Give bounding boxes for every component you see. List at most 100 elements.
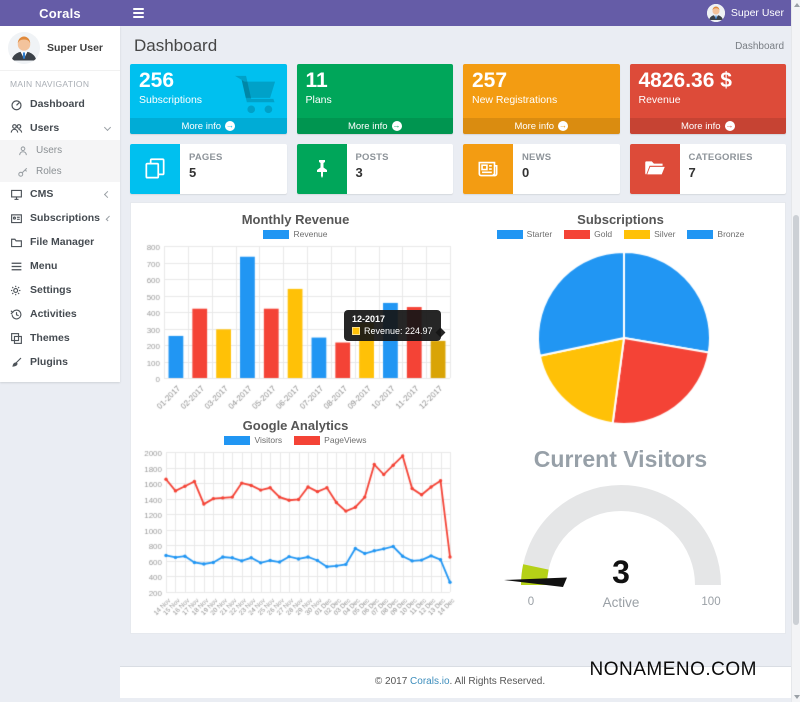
id-card-icon <box>11 213 22 223</box>
monthly-revenue-chart: Monthly Revenue Revenue 12-2017 Revenue:… <box>134 206 458 412</box>
sidebar-item-label: Roles <box>36 166 62 177</box>
legend-label: Visitors <box>254 435 283 445</box>
tooltip-swatch <box>352 327 360 335</box>
stat-box-row: 256 Subscriptions More info → 11 Plans M… <box>120 64 800 134</box>
legend-swatch <box>294 435 321 445</box>
sidebar-item-label: File Manager <box>30 236 95 248</box>
more-info-link[interactable]: More info → <box>130 118 287 134</box>
sidebar-item-menu[interactable]: Menu <box>0 254 120 278</box>
subscriptions-pie-chart: Subscriptions Starter Gold Silver Bronze <box>459 206 783 430</box>
stat-box-subscriptions: 256 Subscriptions More info → <box>130 64 287 134</box>
corals-io-link[interactable]: Corals.io <box>410 676 450 687</box>
sidebar: Super User MAIN NAVIGATION Dashboard Use… <box>0 26 120 382</box>
shopping-cart-icon <box>234 75 275 114</box>
navbar-username: Super User <box>730 7 784 19</box>
sidebar-item-label: Users <box>36 145 63 156</box>
scrollbar-down-arrow[interactable] <box>792 692 800 702</box>
page-scrollbar[interactable] <box>791 0 800 702</box>
sidebar-item-label: Subscriptions <box>30 212 101 224</box>
more-info-link[interactable]: More info → <box>629 118 786 134</box>
chart-legend: Starter Gold Silver Bronze <box>459 229 782 240</box>
sidebar-toggle-button[interactable] <box>129 4 148 22</box>
gauge-needle <box>503 577 567 587</box>
bars-icon <box>11 262 22 270</box>
sidebar-item-label: Settings <box>30 284 72 296</box>
gauge-chart[interactable]: 3 0 Active 100 <box>501 477 741 612</box>
sidebar-item-themes[interactable]: Themes <box>0 326 120 350</box>
arrow-circle-right-icon: → <box>558 121 569 131</box>
info-value: 7 <box>688 165 696 180</box>
folder-open-icon <box>644 161 665 175</box>
user-avatar-image <box>8 32 40 64</box>
sidebar-item-file-manager[interactable]: File Manager <box>0 230 120 254</box>
gauge-title: Current Visitors <box>533 446 708 472</box>
line-chart-canvas[interactable] <box>134 446 458 630</box>
info-box-row: PAGES 5 POSTS 3 NEWS 0 <box>120 144 800 194</box>
user-avatar-image <box>706 4 725 22</box>
navbar-user-menu[interactable]: Super User <box>706 4 800 22</box>
more-info-link[interactable]: More info → <box>463 118 620 134</box>
chart-title: Google Analytics <box>242 418 349 433</box>
info-box-news: NEWS 0 <box>463 144 620 194</box>
sidebar-username: Super User <box>47 42 104 54</box>
stat-box-new-registrations: 257 New Registrations More info → <box>463 64 620 134</box>
gauge-value: 3 <box>612 554 630 590</box>
stat-box-revenue: 4826.36 $ Revenue More info → <box>629 64 786 134</box>
chart-title: Subscriptions <box>577 212 664 227</box>
info-label: NEWS <box>522 152 552 163</box>
sidebar-section-label: MAIN NAVIGATION <box>10 79 90 89</box>
sidebar-item-subscriptions[interactable]: Subscriptions <box>0 206 120 230</box>
sidebar-user-panel[interactable]: Super User <box>0 26 120 71</box>
paint-brush-icon <box>12 357 22 367</box>
info-label: PAGES <box>189 152 223 163</box>
sidebar-item-settings[interactable]: Settings <box>0 278 120 302</box>
legend-swatch <box>496 229 523 239</box>
sidebar-item-label: Activities <box>30 308 77 320</box>
sidebar-item-users[interactable]: Users <box>0 116 120 140</box>
legend-swatch <box>263 229 290 239</box>
history-icon <box>10 309 22 319</box>
legend-label: Bronze <box>717 229 745 239</box>
user-icon <box>19 145 27 155</box>
gears-icon <box>10 285 21 295</box>
folder-icon <box>11 238 22 247</box>
stat-label: New Registrations <box>472 94 558 107</box>
sidebar-subitem-roles[interactable]: Roles <box>0 161 120 182</box>
avatar <box>8 32 40 64</box>
legend-swatch <box>564 229 591 239</box>
charts-left-column: Monthly Revenue Revenue 12-2017 Revenue:… <box>133 206 458 630</box>
watermark-text: NONAMENO.COM <box>589 659 757 680</box>
legend-swatch <box>687 229 714 239</box>
sidebar-item-dashboard[interactable]: Dashboard <box>0 92 120 116</box>
sidebar-item-cms[interactable]: CMS <box>0 182 120 206</box>
page-title: Dashboard <box>134 36 218 55</box>
info-label: CATEGORIES <box>688 152 753 163</box>
scrollbar-thumb[interactable] <box>793 215 799 625</box>
chevron-left-icon <box>103 190 112 198</box>
stat-value: 4826.36 $ <box>638 69 732 92</box>
sidebar-item-label: Menu <box>30 260 58 272</box>
key-icon <box>18 167 28 177</box>
info-value: 5 <box>189 165 197 180</box>
sidebar-menu: Dashboard Users Users Roles CMS Subscrip… <box>0 92 120 374</box>
sidebar-item-activities[interactable]: Activities <box>0 302 120 326</box>
scrollbar-up-arrow[interactable] <box>792 0 800 10</box>
stat-box-plans: 11 Plans More info → <box>296 64 453 134</box>
gauge-max: 100 <box>701 596 720 608</box>
info-box-categories: CATEGORIES 7 <box>629 144 786 194</box>
more-info-link[interactable]: More info → <box>296 118 453 134</box>
sidebar-subitem-users[interactable]: Users <box>0 140 120 161</box>
avatar <box>706 4 725 22</box>
legend-label: PageViews <box>324 435 367 445</box>
stat-label: Plans <box>305 94 332 107</box>
gauge-track <box>520 485 721 586</box>
info-value: 3 <box>355 165 363 180</box>
copyright-text: . All Rights Reserved. <box>449 676 546 687</box>
sidebar-item-plugins[interactable]: Plugins <box>0 350 120 374</box>
pie-chart-canvas[interactable] <box>459 240 783 430</box>
chevron-left-icon <box>105 215 112 221</box>
brand-logo[interactable]: Corals <box>39 5 81 21</box>
main-content: Dashboard Dashboard 256 Subscriptions Mo… <box>120 26 800 702</box>
breadcrumb[interactable]: Dashboard <box>735 40 784 52</box>
gauge-label: Active <box>602 595 639 610</box>
